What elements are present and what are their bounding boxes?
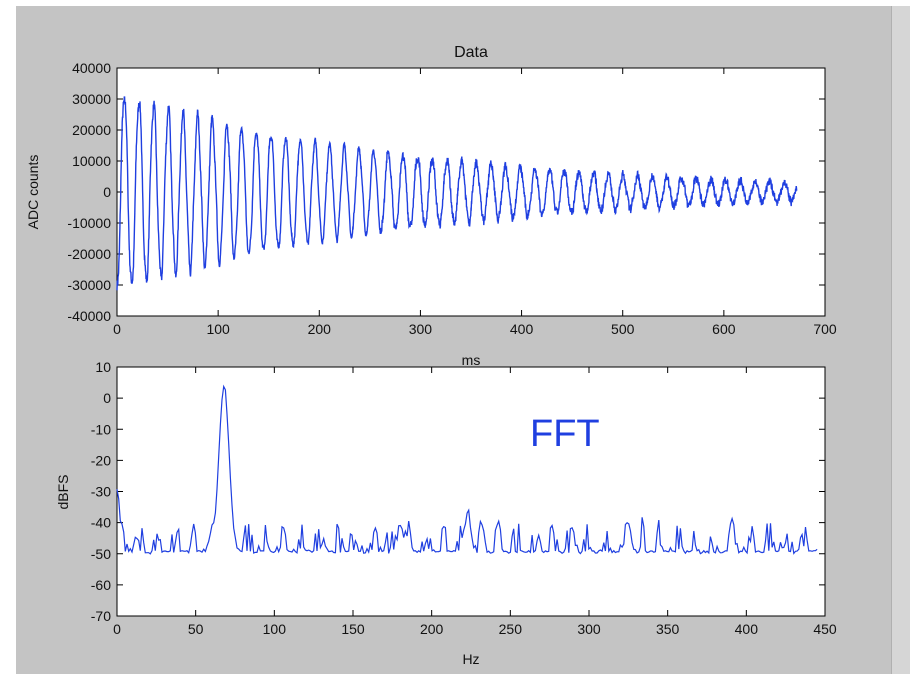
top-xtick-label: 100 [206, 321, 230, 337]
top-xtick-label: 400 [510, 321, 534, 337]
top-ytick-label: 0 [103, 184, 111, 200]
top-x-axis-label: ms [462, 352, 481, 368]
top-chart: Data -40000-30000-20000-1000001000020000… [25, 44, 837, 368]
bottom-xtick-label: 400 [735, 621, 759, 637]
top-ytick-label: -40000 [67, 308, 111, 324]
top-x-axis: 0 100 200 300 400 500 600 700 [113, 68, 837, 337]
top-ytick-label: -30000 [67, 277, 111, 293]
bottom-ytick-label: -30 [91, 484, 111, 500]
bottom-xtick-label: 350 [656, 621, 680, 637]
bottom-xtick-label: 50 [188, 621, 204, 637]
bottom-series-line [116, 384, 818, 555]
bottom-xtick-label: 150 [341, 621, 365, 637]
top-ytick-label: 30000 [72, 91, 111, 107]
bottom-y-axis: -70 -60 -50 -40 -30 -20 -10 0 10 [91, 359, 825, 624]
top-y-axis-label: ADC counts [25, 155, 41, 230]
bottom-ytick-label: -10 [91, 421, 111, 437]
top-xtick-label: 0 [113, 321, 121, 337]
fft-annotation: FFT [530, 413, 600, 455]
bottom-x-axis-label: Hz [462, 651, 479, 667]
top-xtick-label: 700 [813, 321, 837, 337]
bottom-ytick-label: -40 [91, 515, 111, 531]
bottom-x-axis: 0 50 100 150 200 250 300 350 400 450 [113, 367, 837, 637]
bottom-ytick-label: -60 [91, 577, 111, 593]
top-ytick-label: 20000 [72, 122, 111, 138]
bottom-xtick-label: 250 [499, 621, 523, 637]
bottom-plot-area [116, 366, 826, 617]
top-xtick-label: 600 [712, 321, 736, 337]
bottom-ytick-label: 10 [95, 359, 111, 375]
window-scroll-strip [891, 6, 910, 674]
top-ytick-label: 10000 [72, 153, 111, 169]
bottom-xtick-label: 450 [813, 621, 837, 637]
top-xtick-label: 500 [611, 321, 635, 337]
bottom-ytick-label: -50 [91, 546, 111, 562]
bottom-y-axis-label: dBFS [55, 474, 71, 509]
bottom-xtick-label: 100 [263, 621, 287, 637]
bottom-ytick-label: -20 [91, 452, 111, 468]
top-xtick-label: 200 [308, 321, 332, 337]
top-ytick-label: -10000 [67, 215, 111, 231]
top-ytick-label: -20000 [67, 246, 111, 262]
bottom-xtick-label: 300 [577, 621, 601, 637]
top-xtick-label: 300 [409, 321, 433, 337]
top-ytick-label: 40000 [72, 60, 111, 76]
bottom-ytick-label: -70 [91, 608, 111, 624]
bottom-xtick-label: 200 [420, 621, 444, 637]
top-y-axis: -40000 -30000 -20000 -10000 0 10000 20000 30000… [67, 60, 825, 324]
top-series-line [116, 96, 798, 291]
bottom-xtick-label: 0 [113, 621, 121, 637]
bottom-chart: -70 -60 -50 -40 -30 -20 -10 0 10 0 50 100 150 200 250… [55, 359, 837, 667]
top-chart-title: Data [454, 44, 488, 61]
bottom-ytick-label: 0 [103, 390, 111, 406]
